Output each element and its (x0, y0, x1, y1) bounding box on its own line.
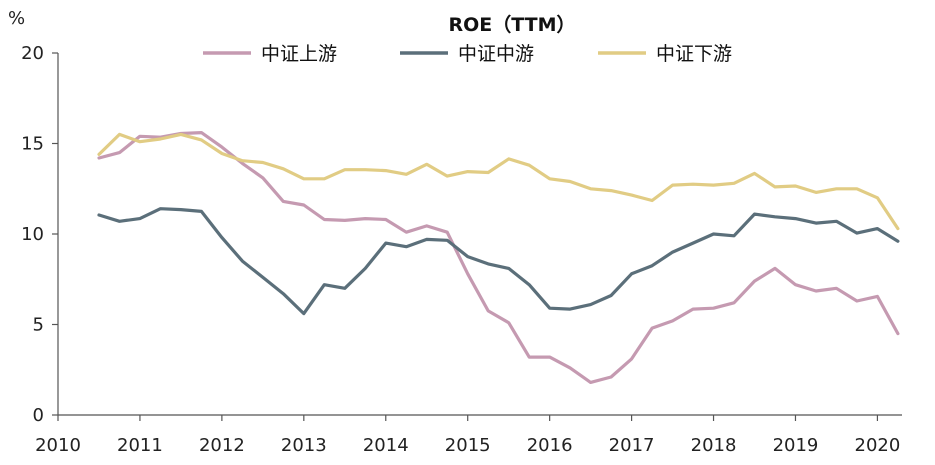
x-tick-label: 2015 (445, 435, 491, 456)
legend-label: 中证上游 (261, 43, 337, 65)
legend-label: 中证中游 (458, 43, 534, 65)
x-tick-label: 2018 (691, 435, 737, 456)
x-tick-label: 2016 (527, 435, 573, 456)
x-tick-label: 2017 (609, 435, 655, 456)
x-tick-label: 2019 (773, 435, 819, 456)
y-unit-label: % (8, 8, 25, 29)
legend: 中证上游 中证中游 中证下游 (203, 43, 732, 65)
x-tick-label: 2010 (35, 435, 81, 456)
series-line-2 (97, 207, 900, 316)
x-tick-label: 2013 (281, 435, 327, 456)
x-axis-ticks: 2010 2011 2012 2013 2014 2015 2016 2017 2018 2019… (35, 415, 900, 456)
y-tick-label: 5 (33, 315, 44, 336)
x-tick-label: 2014 (363, 435, 409, 456)
series-line-3 (97, 132, 900, 231)
y-tick-label: 15 (21, 134, 44, 155)
y-tick-label: 20 (21, 43, 44, 64)
series-lines (97, 131, 900, 384)
x-tick-label: 2020 (855, 435, 901, 456)
y-tick-label: 10 (21, 224, 44, 245)
y-tick-label: 0 (33, 405, 44, 426)
x-tick-label: 2011 (117, 435, 163, 456)
legend-label: 中证下游 (656, 43, 732, 65)
y-axis-ticks: 0 5 10 15 20 (21, 43, 58, 426)
series-line-1 (97, 131, 900, 384)
chart-title: ROE（TTM） (448, 13, 575, 36)
x-tick-label: 2012 (199, 435, 245, 456)
